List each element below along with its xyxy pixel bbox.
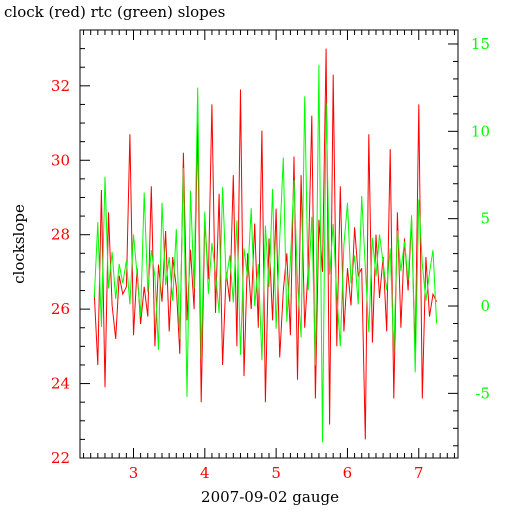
y-axis-label-left: clockslope [10,204,28,284]
x-tick-label: 7 [414,464,424,482]
series-line-rtc [93,64,438,443]
right-y-tick-label: 10 [471,122,490,140]
right-y-tick-label: 0 [480,297,490,315]
right-y-tick-label: 5 [480,210,490,228]
right-y-tick-label: -5 [475,384,490,402]
right-y-axis-ticks: -5 0 5 10 15 [448,35,490,447]
series-layer [93,48,438,443]
x-tick-label: 3 [129,464,139,482]
left-y-axis-ticks: 22 24 26 28 30 32 [51,29,90,467]
x-tick-label: 6 [343,464,353,482]
left-y-tick-label: 22 [51,449,70,467]
left-y-tick-label: 26 [51,300,70,318]
series-line-clock [93,48,438,440]
x-tick-label: 4 [200,464,210,482]
left-y-tick-label: 24 [51,375,70,393]
x-axis-ticks: 3 4 5 6 7 [83,30,455,482]
left-y-tick-label: 30 [51,151,70,169]
left-y-tick-label: 28 [51,226,70,244]
x-tick-label: 5 [271,464,281,482]
right-y-tick-label: 15 [471,35,490,53]
chart-title: clock (red) rtc (green) slopes [4,3,225,21]
x-axis-label: 2007-09-02 gauge [201,488,339,506]
left-y-tick-label: 32 [51,77,70,95]
